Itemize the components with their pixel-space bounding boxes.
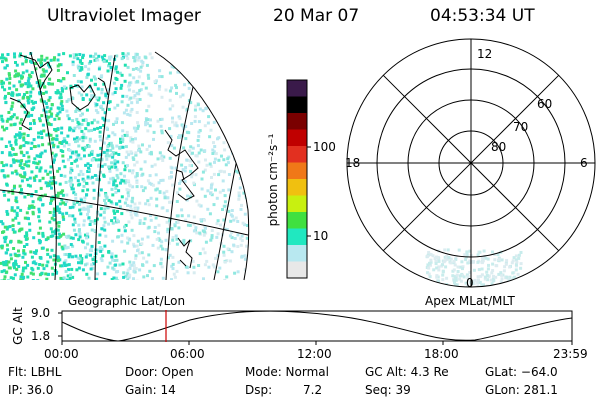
altitude-y-tick-9: 9.0 — [31, 306, 51, 320]
altitude-plot-frame — [61, 310, 573, 342]
mlt-label-0: 0 — [466, 276, 474, 290]
altitude-x-tick-0000: 00:00 — [44, 347, 79, 361]
altitude-x-ticks — [58, 312, 573, 345]
glon-info: GLon: 281.1 — [485, 383, 558, 397]
geographic-projection-label: Geographic Lat/Lon — [68, 294, 186, 308]
colorbar-band — [287, 212, 307, 229]
earth-limb — [154, 51, 250, 281]
flt-info: Flt: LBHL — [8, 365, 62, 379]
colorbar-band — [287, 179, 307, 196]
colorbar — [286, 79, 311, 279]
colorbar-band — [287, 162, 307, 180]
colorbar-band — [287, 146, 307, 163]
colorbar-band — [287, 195, 307, 213]
altitude-x-tick-1800: 18:00 — [424, 347, 459, 361]
colorbar-band — [287, 245, 307, 262]
seq-info: Seq: 39 — [365, 383, 411, 397]
colorbar-tick-label-10: 10 — [313, 229, 329, 243]
date-label: 20 Mar 07 — [273, 6, 360, 26]
colorbar-band — [287, 80, 307, 97]
mlt-label-12: 12 — [477, 47, 493, 61]
colorbar-band — [287, 228, 307, 246]
colorbar-band — [287, 261, 307, 279]
altitude-plot — [58, 310, 573, 345]
lat-label-80: 80 — [491, 140, 507, 154]
apex-projection-label: Apex MLat/MLT — [425, 294, 515, 308]
polar-diagonal-2 — [382, 74, 560, 252]
mode-info: Mode: Normal — [245, 365, 329, 379]
colorbar-band — [287, 129, 307, 147]
altitude-axis-label: GC Alt — [11, 307, 25, 345]
gc-alt-info: GC Alt: 4.3 Re — [365, 365, 449, 379]
uv-emission-field — [0, 52, 249, 280]
altitude-x-tick-0600: 06:00 — [170, 347, 205, 361]
polar-plot — [346, 38, 596, 288]
mlt-label-18: 18 — [345, 156, 361, 170]
time-label: 04:53:34 UT — [430, 6, 535, 26]
glat-info: GLat: −64.0 — [485, 365, 558, 379]
geographic-map — [0, 51, 250, 281]
instrument-title: Ultraviolet Imager — [47, 6, 201, 26]
dsp-info-label: Dsp: — [245, 383, 273, 397]
door-info: Door: Open — [125, 365, 194, 379]
polar-emission — [425, 248, 523, 287]
colorbar-band — [287, 96, 307, 114]
coastline — [9, 54, 199, 269]
mlt-label-6: 6 — [580, 156, 588, 170]
altitude-y-tick-1.8: 1.8 — [31, 329, 51, 343]
geo-grid-lines — [0, 52, 249, 280]
colorbar-gradient — [287, 80, 307, 279]
dsp-info-value: 7.2 — [303, 383, 323, 397]
gain-info: Gain: 14 — [125, 383, 176, 397]
ip-info: IP: 36.0 — [8, 383, 54, 397]
colorbar-tick-label-100: 100 — [313, 140, 336, 154]
colorbar-band — [287, 113, 307, 130]
altitude-curve — [61, 310, 573, 342]
lat-label-60: 60 — [537, 97, 553, 111]
lat-label-70: 70 — [513, 120, 529, 134]
altitude-x-tick-2359: 23:59 — [553, 347, 588, 361]
colorbar-unit-label: photon cm⁻²s⁻¹ — [266, 133, 280, 227]
altitude-x-tick-1200: 12:00 — [297, 347, 332, 361]
